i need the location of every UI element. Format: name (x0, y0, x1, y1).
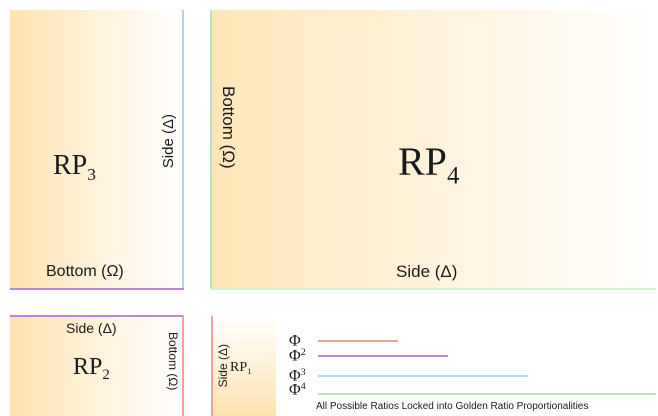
legend-line-phi-4 (318, 393, 656, 395)
legend-phi-3: Φ3 (289, 367, 306, 385)
rp2-rectangle (10, 316, 182, 416)
rp3-bottom-line (10, 288, 184, 290)
rp4-bottom-line (210, 288, 656, 290)
rp3-label: RP3 (53, 150, 96, 185)
rp4-left-line (210, 10, 212, 289)
rp2-side-line (182, 315, 184, 416)
rp2-label: RP2 (73, 354, 110, 384)
legend-line-phi-3 (318, 375, 528, 377)
rp4-bottom-label: Bottom (Ω) (219, 86, 238, 169)
rp2-top-line (10, 315, 184, 317)
rp3-rectangle (10, 10, 182, 290)
rp1-label: RP1 (230, 360, 252, 377)
rp1-side-label: Side (Δ) (216, 344, 230, 388)
legend-phi-2: Φ2 (289, 347, 306, 365)
rp3-side-label: Side (Δ) (160, 114, 177, 169)
legend-caption: All Possible Ratios Locked into Golden R… (316, 401, 589, 412)
legend-phi-1: Φ (289, 332, 301, 350)
rp3-side-line (182, 10, 184, 290)
rp4-rectangle (211, 10, 656, 289)
rp1-side-line (211, 316, 213, 416)
legend-phi-4: Φ4 (289, 381, 306, 399)
rp2-bottom-label: Bottom (Ω) (166, 332, 180, 391)
rp4-side-label: Side (Δ) (396, 262, 458, 281)
legend-line-phi-2 (318, 355, 448, 357)
legend-line-phi-1 (318, 340, 398, 342)
rp4-label: RP4 (398, 139, 460, 190)
rp2-side-label: Side (Δ) (66, 320, 117, 336)
rp3-bottom-label: Bottom (Ω) (46, 263, 124, 280)
rp1-rectangle (212, 316, 276, 416)
